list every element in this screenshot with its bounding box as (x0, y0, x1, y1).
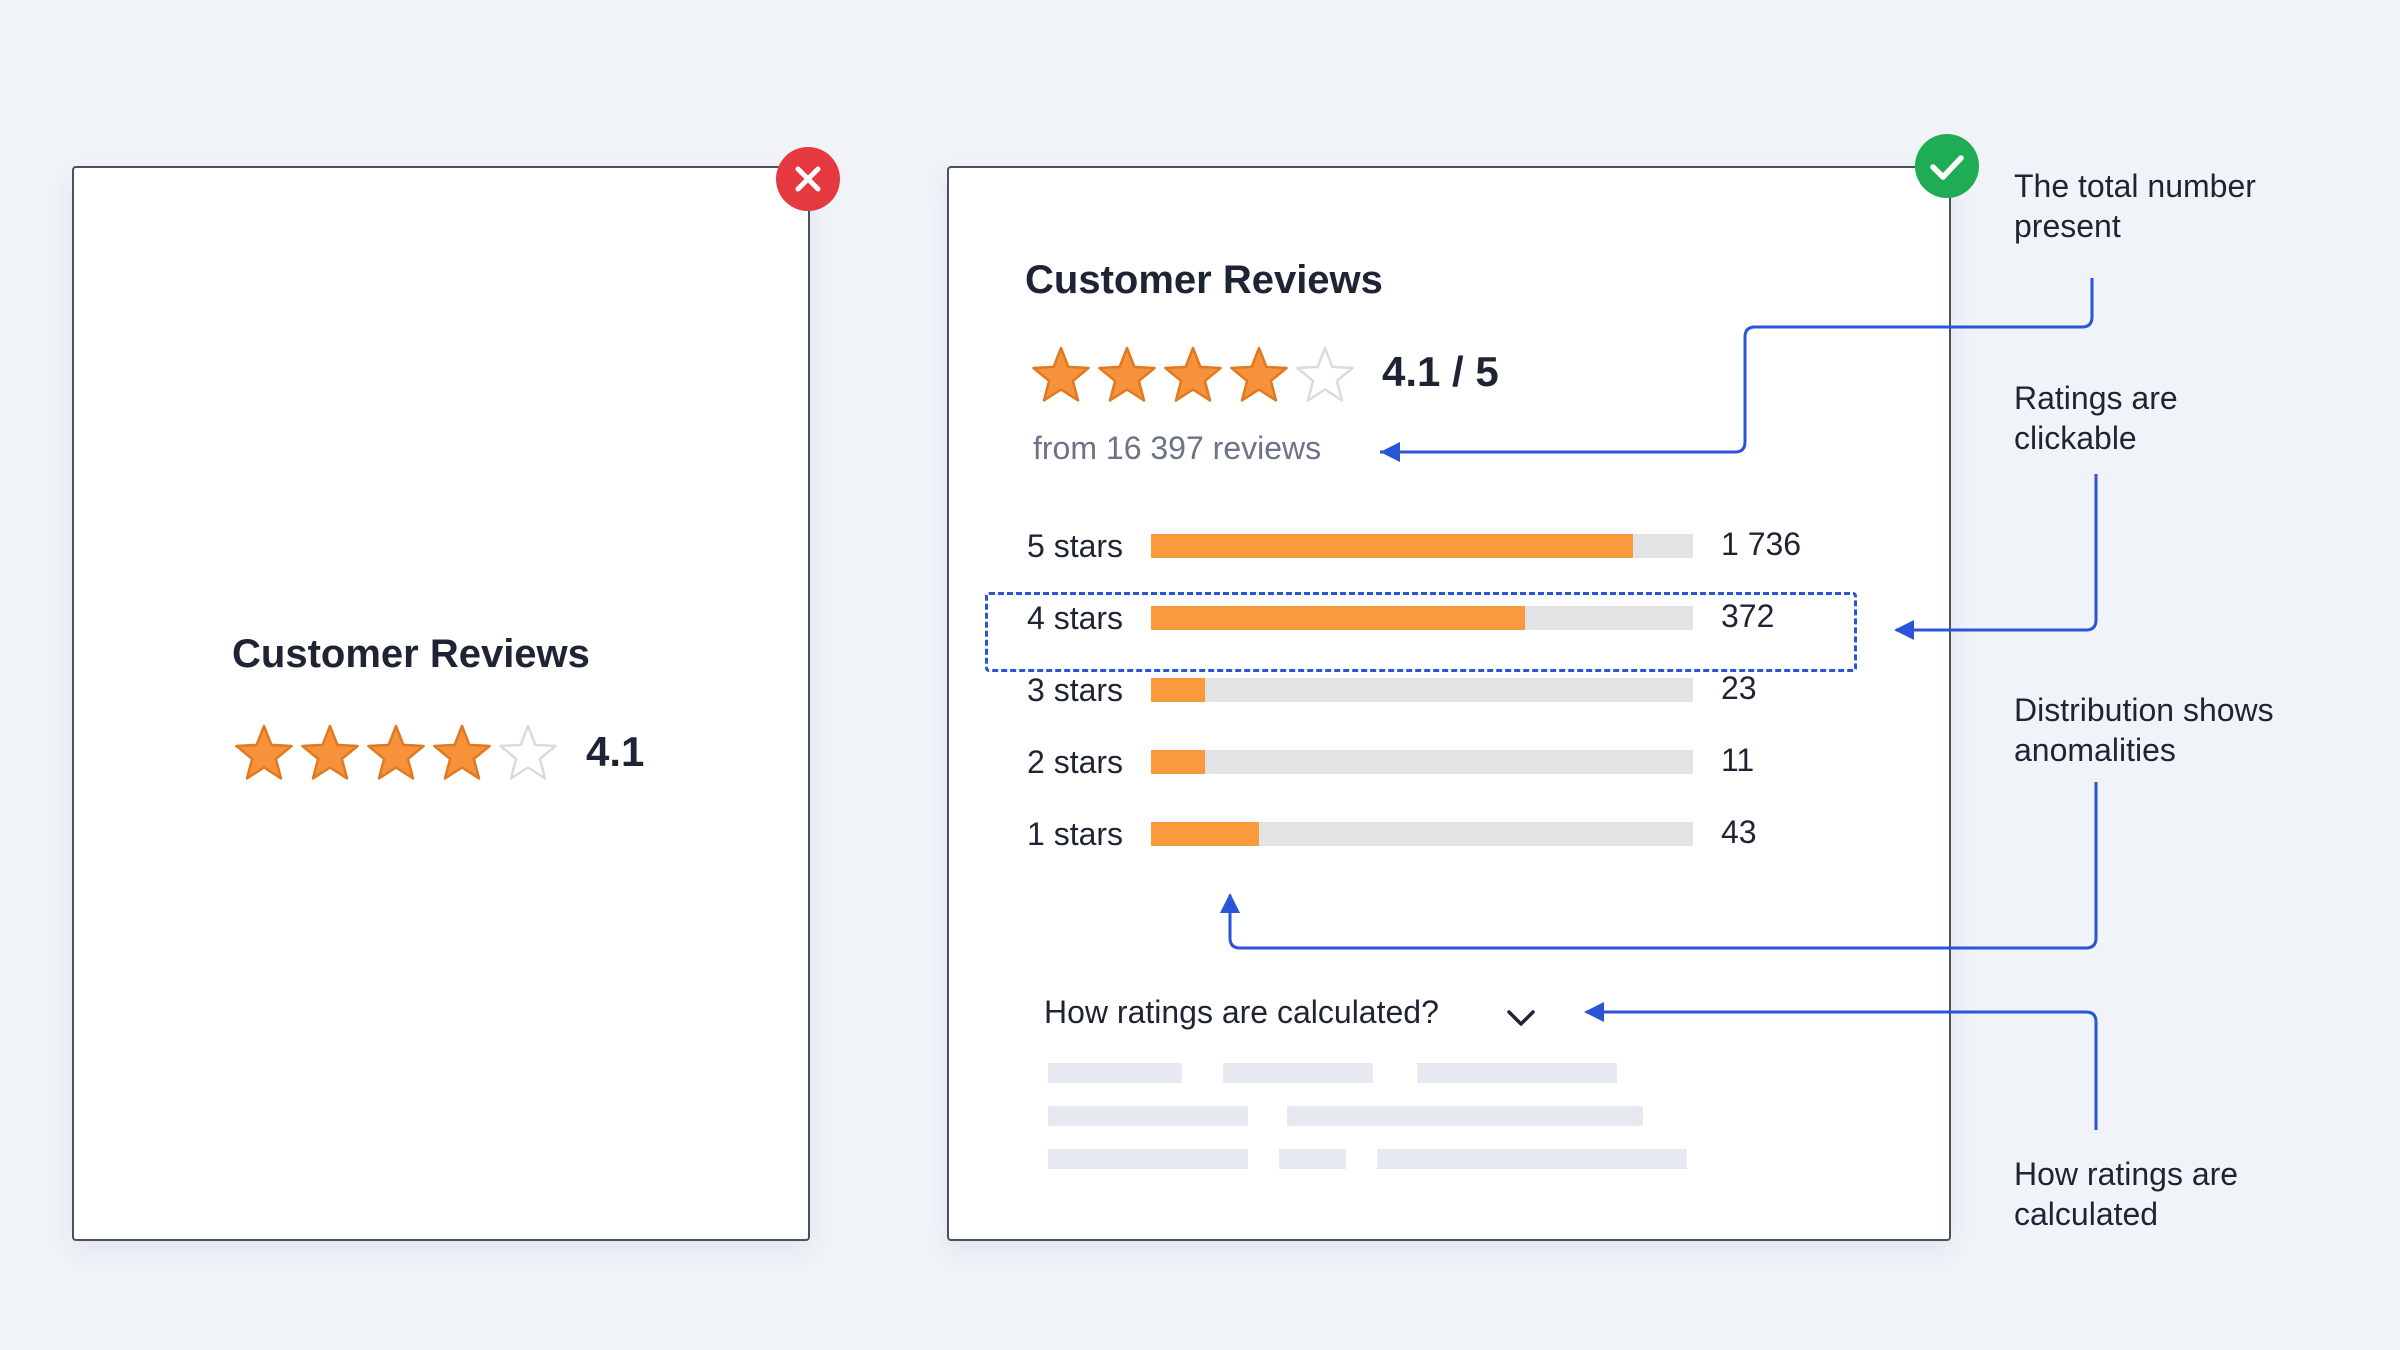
arrow-head (1584, 1002, 1604, 1022)
annotation-distribution: Distribution shows anomalities (2014, 692, 2274, 768)
bad-badge (776, 147, 840, 211)
placeholder-line (1417, 1063, 1617, 1083)
connector-distribution (1228, 782, 2098, 950)
star-empty-icon (499, 724, 557, 780)
placeholder-line (1279, 1149, 1346, 1169)
star-rating (232, 721, 562, 785)
star-filled-icon (1032, 346, 1090, 402)
star-empty-icon (1296, 346, 1354, 402)
star-filled-icon (235, 724, 293, 780)
rating-row-label[interactable]: 5 stars (1027, 528, 1124, 564)
rating-value: 4.1 (586, 728, 645, 775)
star-filled-icon (433, 724, 491, 780)
rating-row-label[interactable]: 1 stars (1027, 816, 1124, 852)
connector-total-number (1380, 278, 2094, 454)
annotation-total-number: The total number present (2014, 168, 2256, 244)
how-calculated-toggle[interactable]: How ratings are calculated? (1044, 994, 1439, 1031)
rating-row-label[interactable]: 3 stars (1027, 672, 1124, 708)
arrow-head (1894, 620, 1914, 640)
placeholder-line (1048, 1063, 1182, 1083)
card-title: Customer Reviews (232, 632, 590, 676)
rating-bar-fill (1151, 750, 1205, 774)
placeholder-line (1287, 1106, 1643, 1126)
star-filled-icon (1164, 346, 1222, 402)
rating-value: 4.1 / 5 (1382, 348, 1499, 395)
star-filled-icon (1098, 346, 1156, 402)
close-icon (776, 147, 840, 211)
rating-bar-track[interactable] (1151, 534, 1693, 558)
arrow-head (1220, 893, 1240, 913)
card-title: Customer Reviews (1025, 258, 1383, 302)
star-filled-icon (301, 724, 359, 780)
expander-label: How ratings are calculated? (1044, 994, 1439, 1030)
arrow-head (1380, 442, 1400, 462)
placeholder-line (1377, 1149, 1687, 1169)
rating-row-count: 11 (1721, 742, 1755, 778)
star-rating (1029, 343, 1359, 407)
rating-bar-track[interactable] (1151, 822, 1693, 846)
connector-how-calculated (1586, 1010, 2098, 1130)
rating-bar-fill (1151, 678, 1205, 702)
rating-row-count: 43 (1721, 814, 1757, 850)
rating-row-count: 372 (1721, 598, 1775, 634)
rating-row-label[interactable]: 2 stars (1027, 744, 1124, 780)
bad-example-card: Customer Reviews 4.1 (72, 166, 810, 1241)
star-filled-icon (367, 724, 425, 780)
good-example-card: Customer Reviews 4.1 / 5 from 16 397 rev… (947, 166, 1951, 1241)
placeholder-line (1048, 1106, 1248, 1126)
star-filled-icon (1230, 346, 1288, 402)
review-count: from 16 397 reviews (1033, 430, 1322, 466)
placeholder-line (1223, 1063, 1373, 1083)
check-icon (1915, 134, 1979, 198)
chevron-down-icon[interactable] (1505, 1002, 1537, 1034)
highlighted-rating-row[interactable] (985, 592, 1857, 672)
placeholder-line (1048, 1149, 1248, 1169)
rating-bar-fill (1151, 822, 1259, 846)
rating-bar-fill (1151, 534, 1633, 558)
rating-row-count: 23 (1721, 670, 1757, 706)
rating-row-count: 1 736 (1721, 526, 1802, 562)
good-badge (1915, 134, 1979, 198)
annotation-how-calculated: How ratings are calculated (2014, 1156, 2239, 1232)
rating-bar-fill (1151, 606, 1525, 630)
rating-row-label[interactable]: 4 stars (1027, 600, 1124, 636)
annotation-ratings-clickable: Ratings are clickable (2014, 380, 2178, 456)
rating-bar-track[interactable] (1151, 678, 1693, 702)
connector-ratings-clickable (1896, 474, 2098, 632)
rating-bar-track[interactable] (1151, 606, 1693, 630)
rating-bar-track[interactable] (1151, 750, 1693, 774)
